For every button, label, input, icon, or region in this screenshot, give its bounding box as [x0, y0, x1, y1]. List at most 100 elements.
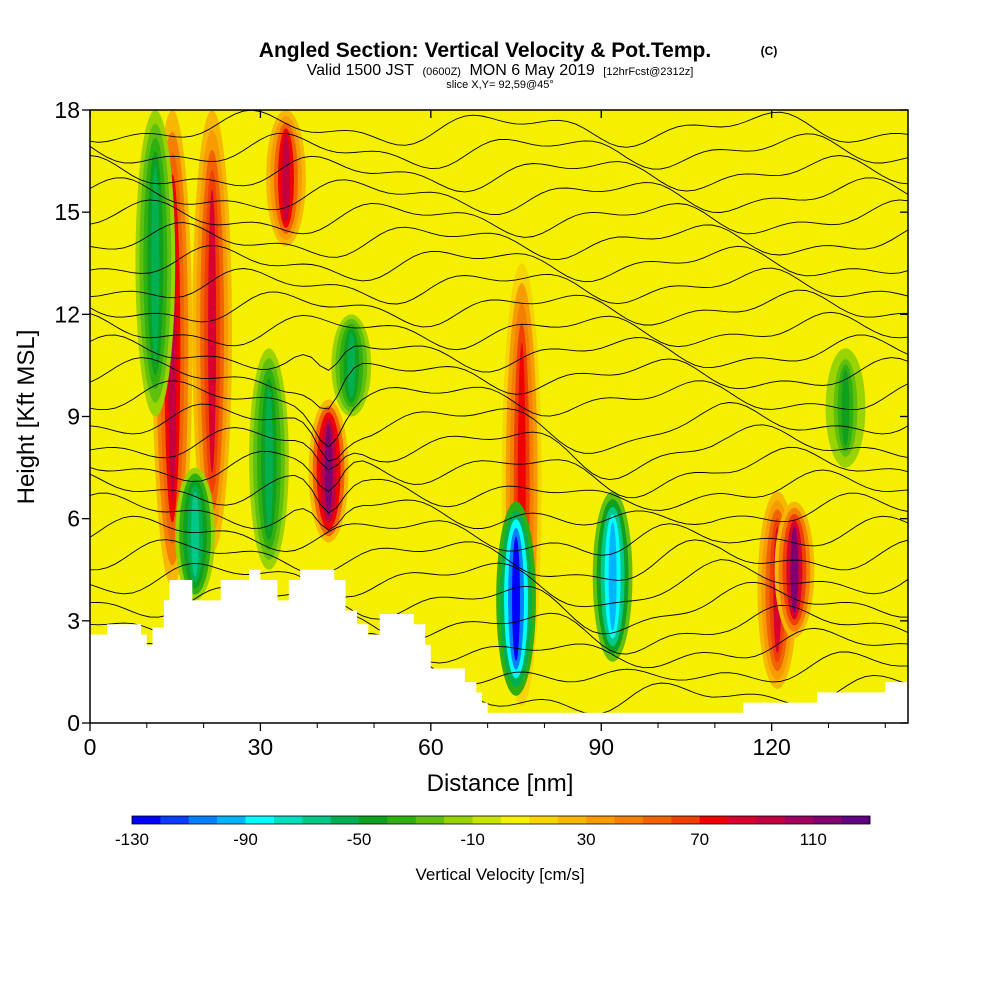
- colorbar-swatch: [444, 816, 473, 824]
- plot-area: [90, 110, 908, 723]
- colorbar-tick-label: -10: [460, 830, 485, 849]
- colorbar-tick-label: -50: [347, 830, 372, 849]
- velocity-band: [347, 332, 356, 399]
- velocity-band: [841, 369, 850, 447]
- theta-contour: [90, 380, 908, 448]
- velocity-band: [264, 388, 273, 530]
- colorbar-swatch: [387, 816, 417, 824]
- valid-utc: (0600Z): [422, 66, 461, 78]
- y-tick-label: 18: [54, 97, 80, 123]
- colorbar-swatch: [813, 816, 842, 824]
- theta-contour: [90, 492, 908, 531]
- theta-contour: [90, 245, 908, 283]
- colorbar-swatch: [501, 816, 530, 824]
- x-tick-label: 120: [752, 734, 790, 760]
- theta-contour: [90, 424, 908, 481]
- colorbar-swatch: [217, 816, 246, 824]
- velocity-core-13: [825, 348, 866, 468]
- y-tick-label: 3: [67, 608, 80, 634]
- y-tick-label: 0: [67, 710, 80, 736]
- theta-contours: [90, 110, 908, 715]
- valid-time-line: Valid 1500 JST (0600Z) MON 6 May 2019 [1…: [307, 62, 694, 79]
- velocity-band: [191, 491, 200, 577]
- colorbar-tick-label: 110: [800, 830, 827, 849]
- x-tick-label: 30: [248, 734, 274, 760]
- terrain-mask: [90, 569, 908, 723]
- theta-contour: [90, 334, 908, 373]
- velocity-core-9: [496, 501, 536, 696]
- forecast-tag: [12hrFcst@2312z]: [603, 66, 693, 78]
- theta-contour: [90, 199, 908, 238]
- theta-contour: [90, 177, 908, 215]
- theta-contour: [90, 515, 908, 556]
- theta-contour: [90, 446, 908, 499]
- theta-contour: [90, 132, 908, 170]
- theta-contour: [90, 559, 908, 608]
- y-tick-label: 6: [67, 506, 80, 532]
- colorbar-swatch: [841, 816, 871, 824]
- colorbar-swatch: [188, 816, 218, 824]
- theta-contour: [90, 222, 908, 261]
- slice-info: slice X,Y= 92,59@45°: [446, 79, 554, 91]
- colorbar-tick-label: -90: [233, 830, 258, 849]
- x-axis: 0 30 60 90 120: [84, 110, 886, 760]
- colorbar-swatch: [586, 816, 615, 824]
- colorbar-swatch: [245, 816, 275, 824]
- velocity-band: [608, 522, 617, 632]
- velocity-core-7: [331, 314, 372, 417]
- colorbar-tick-label: 30: [577, 830, 596, 849]
- valid-date: MON 6 May 2019: [469, 62, 594, 79]
- colorbar-swatch: [784, 816, 814, 824]
- colorbar-swatch: [557, 816, 587, 824]
- y-tick-label: 15: [54, 199, 80, 225]
- y-axis: 0 3 6 9 12 15 18: [54, 97, 908, 736]
- velocity-core-12: [774, 501, 815, 638]
- velocity-band: [324, 425, 333, 517]
- colorbar-swatch: [699, 816, 729, 824]
- colorbar-swatch: [359, 816, 388, 824]
- x-axis-label: Distance [nm]: [427, 770, 574, 797]
- colorbar-swatch: [756, 816, 786, 824]
- velocity-core-10: [592, 491, 633, 662]
- theta-contour: [90, 539, 908, 581]
- colorbar-tick-label: 70: [690, 830, 709, 849]
- theta-contour: [90, 155, 908, 193]
- x-tick-label: 90: [588, 734, 614, 760]
- velocity-band: [151, 165, 160, 362]
- colorbar-swatch: [614, 816, 644, 824]
- theta-contour: [90, 402, 908, 462]
- theta-contour: [90, 469, 908, 514]
- colorbar-frame: [131, 815, 871, 825]
- colorbar-swatch: [472, 816, 502, 824]
- velocity-band: [282, 134, 290, 222]
- velocity-core-6: [308, 399, 349, 543]
- valid-prefix: Valid 1500 JST: [307, 62, 415, 79]
- velocity-core-2: [135, 110, 176, 417]
- theta-contour: [90, 289, 908, 328]
- colorbar-swatch: [330, 816, 360, 824]
- velocity-band: [790, 526, 799, 614]
- colorbar-swatch: [302, 816, 331, 824]
- chart-title: Angled Section: Vertical Velocity & Pot.…: [259, 39, 711, 62]
- colorbar-tick-label: -130: [115, 830, 149, 849]
- velocity-core-1: [192, 110, 233, 553]
- colorbar-swatch: [671, 816, 700, 824]
- y-axis-label: Height [Kft MSL]: [13, 330, 40, 505]
- velocity-core-4: [249, 348, 289, 570]
- colorbar-swatch: [273, 816, 303, 824]
- colorbar-swatch: [529, 816, 559, 824]
- x-tick-label: 0: [84, 734, 97, 760]
- colorbar-swatch: [642, 816, 672, 824]
- velocity-band: [208, 189, 217, 474]
- colorbar-swatch: [728, 816, 757, 824]
- colorbar-label: Vertical Velocity [cm/s]: [415, 865, 584, 884]
- colorbar: -130 -90 -50 -10 30 70 110: [115, 815, 871, 849]
- colorbar-swatch: [132, 816, 161, 824]
- y-tick-label: 9: [67, 404, 80, 430]
- theta-contour: [90, 357, 908, 410]
- y-tick-label: 12: [54, 301, 80, 327]
- chart-title-tag: (C): [761, 44, 778, 58]
- colorbar-swatch: [415, 816, 445, 824]
- colorbar-swatch: [160, 816, 190, 824]
